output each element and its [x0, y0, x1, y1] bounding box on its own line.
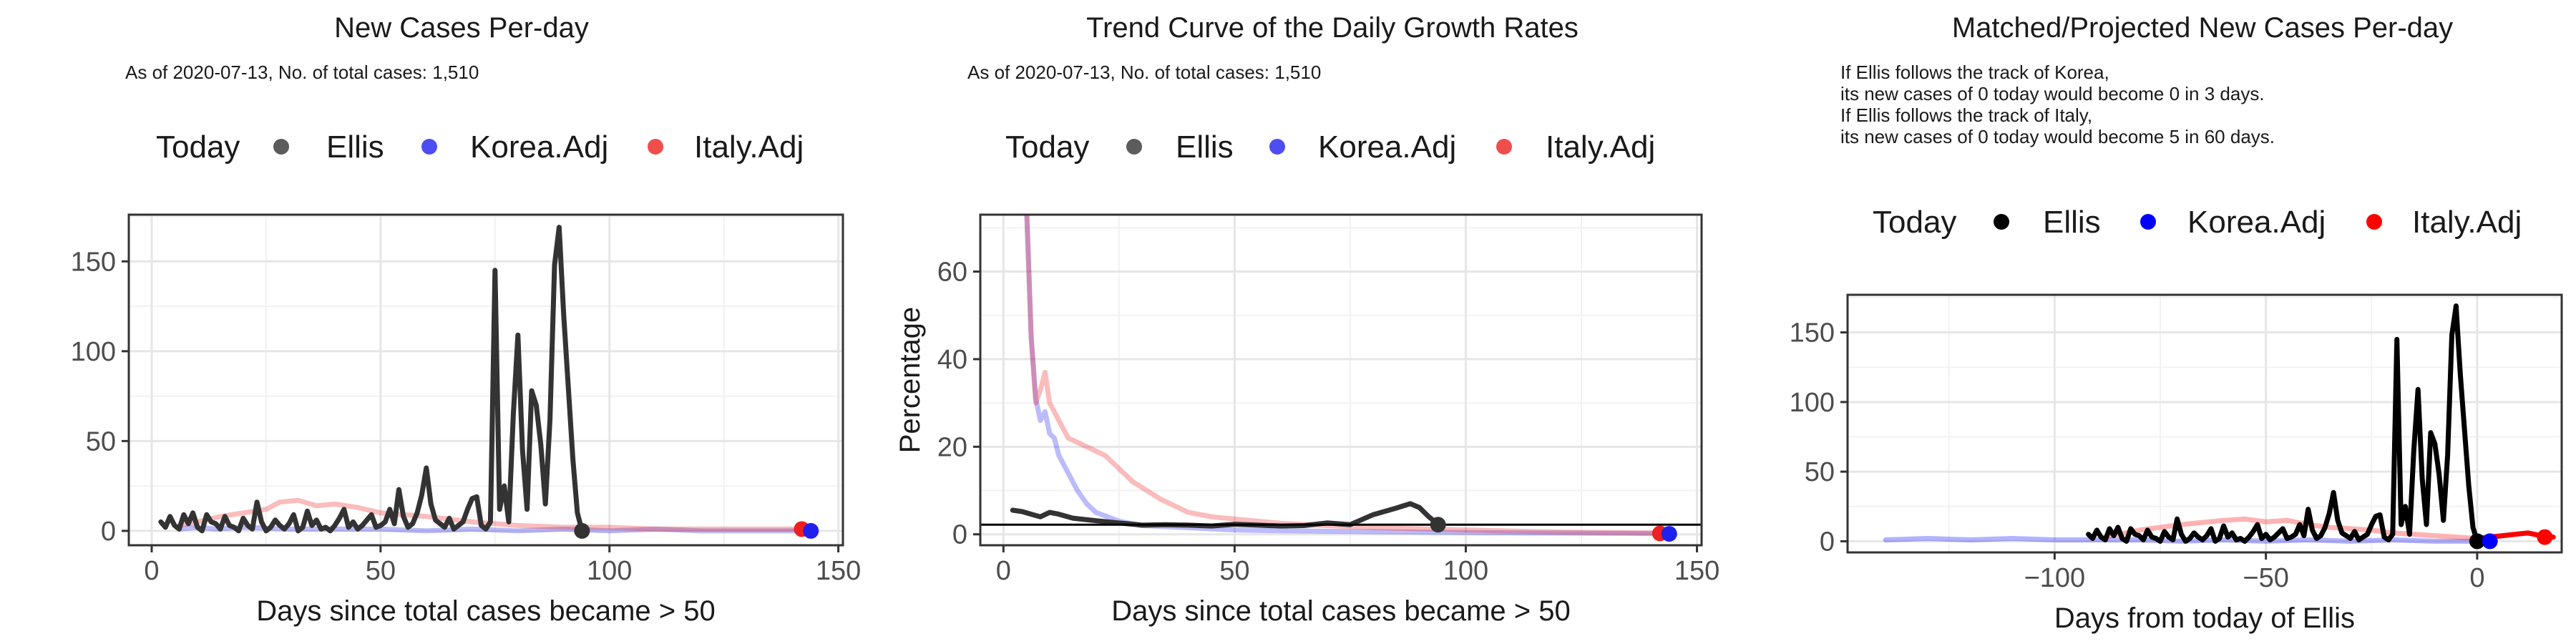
plot-area: [1883, 303, 2556, 550]
today-point-korea-adj: [2482, 533, 2498, 550]
y-tick-label: 150: [71, 247, 116, 277]
legend-dot-korea-adj: [421, 139, 437, 155]
x-tick-label: 50: [366, 556, 396, 586]
chart-new-cases-per-day: New Cases Per-day As of 2020-07-13, No. o…: [71, 12, 862, 627]
x-tick-label: 150: [816, 556, 861, 586]
legend-label: Korea.Adj: [470, 130, 608, 165]
y-tick-label: 100: [1790, 388, 1835, 418]
today-point-ellis: [1430, 517, 1446, 533]
today-point-ellis: [2469, 533, 2485, 550]
y-tick-label: 0: [952, 520, 967, 550]
legend-title: Today: [1873, 205, 1956, 240]
plot-area: [158, 225, 819, 539]
legend-title: Today: [1005, 130, 1089, 165]
legend-dot-italy-adj: [648, 139, 663, 155]
x-tick-label: 100: [1443, 556, 1488, 586]
chart-title: Matched/Projected New Cases Per-day: [1952, 12, 2453, 44]
plot-border: [127, 213, 844, 547]
legend-dot-ellis: [273, 139, 289, 155]
plot-border: [1846, 293, 2563, 554]
legend-dot-italy-adj: [1496, 139, 1512, 155]
chart-subtitle: As of 2020-07-13, No. of total cases: 1,…: [125, 62, 479, 83]
x-axis-title: Days since total cases became > 50: [256, 595, 715, 627]
legend-label: Korea.Adj: [2187, 205, 2326, 240]
y-tick-label: 100: [71, 337, 116, 367]
today-point-korea-adj: [803, 522, 819, 539]
today-point-ellis: [574, 522, 590, 539]
legend-dot-italy-adj: [2366, 214, 2382, 230]
legend-label: Italy.Adj: [1546, 130, 1655, 165]
legend-label: Italy.Adj: [2412, 205, 2522, 240]
y-tick-label: 0: [1820, 527, 1835, 557]
series-line-ellis: [1010, 501, 1441, 529]
chart-growth-rate-trend: Trend Curve of the Daily Growth Rates As …: [894, 12, 1719, 627]
legend-label: Ellis: [2043, 205, 2101, 240]
x-tick-label: 0: [996, 556, 1011, 586]
legend-dot-korea-adj: [2140, 214, 2156, 230]
x-axis-title: Days since total cases became > 50: [1111, 595, 1570, 627]
legend-label: Ellis: [1176, 130, 1234, 165]
legend-title: Today: [156, 130, 240, 165]
chart-subtitle: If Ellis follows the track of Italy,: [1840, 104, 2092, 126]
x-tick-label: 50: [1219, 556, 1249, 586]
x-tick-label: −100: [2024, 563, 2086, 593]
series-line-italy-adj: [1024, 215, 1663, 536]
legend-label: Ellis: [326, 130, 384, 165]
chart-matched-projected-cases: Matched/Projected New Cases Per-day If El…: [1790, 12, 2563, 634]
chart-title: Trend Curve of the Daily Growth Rates: [1086, 12, 1579, 44]
y-tick-label: 50: [86, 426, 116, 457]
y-tick-label: 150: [1790, 318, 1835, 348]
x-tick-label: 150: [1674, 556, 1719, 586]
x-tick-label: 0: [2469, 563, 2484, 593]
y-tick-label: 50: [1805, 457, 1835, 487]
y-axis-title: Percentage: [894, 307, 926, 454]
legend-dot-korea-adj: [1269, 139, 1285, 155]
legend-dot-ellis: [1126, 139, 1142, 155]
chart-subtitle: its new cases of 0 today would become 0 …: [1840, 83, 2265, 104]
legend-label: Italy.Adj: [694, 130, 804, 165]
today-point-korea-adj: [1661, 526, 1677, 542]
y-tick-label: 40: [937, 345, 967, 375]
chart-subtitle: If Ellis follows the track of Korea,: [1840, 62, 2109, 83]
series-line-ellis: [158, 225, 585, 534]
x-axis-title: Days from today of Ellis: [2054, 602, 2355, 634]
x-tick-label: −50: [2243, 563, 2288, 593]
plot-area: [980, 215, 1702, 542]
today-point-italy-adj: [2537, 529, 2553, 545]
series-line-ellis: [2086, 303, 2480, 544]
series-line-italy-adj: [176, 497, 804, 532]
chart-subtitle: As of 2020-07-13, No. of total cases: 1,…: [967, 62, 1321, 83]
x-tick-label: 0: [144, 556, 159, 586]
legend-dot-ellis: [1994, 214, 2009, 230]
x-tick-label: 100: [587, 556, 632, 586]
y-tick-label: 60: [937, 258, 967, 288]
chart-title: New Cases Per-day: [334, 12, 589, 44]
series-line-korea-adj: [1024, 215, 1672, 536]
chart-subtitle: its new cases of 0 today would become 5 …: [1840, 126, 2275, 147]
plot-border: [979, 213, 1703, 547]
legend-label: Korea.Adj: [1318, 130, 1456, 165]
y-tick-label: 0: [101, 517, 116, 547]
y-tick-label: 20: [937, 432, 967, 462]
